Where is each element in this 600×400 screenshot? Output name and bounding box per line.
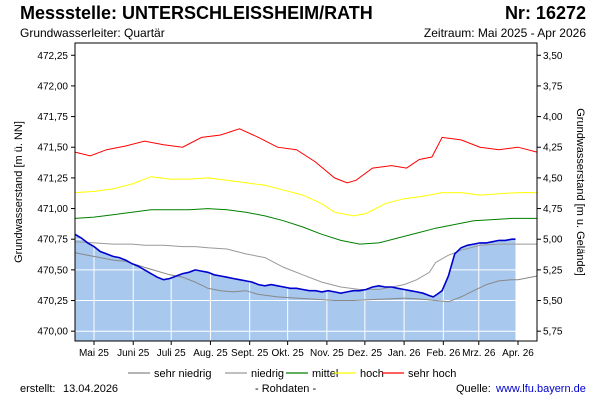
legend-label-niedrig: niedrig — [251, 368, 284, 380]
y-tick-label-left: 472,00 — [37, 81, 68, 92]
y-tick-label-right: 4,75 — [543, 204, 563, 215]
x-tick-label: Apr. 26 — [502, 348, 534, 359]
y-tick-label-right: 5,50 — [543, 296, 563, 307]
x-tick-label: Sept. 25 — [231, 348, 269, 359]
x-tick-label: Nov. 25 — [310, 348, 344, 359]
y-tick-label-left: 471,50 — [37, 143, 68, 154]
x-tick-label: Mrz. 26 — [462, 348, 496, 359]
series-line-niedrig — [74, 241, 537, 290]
source-label: Quelle: — [456, 383, 491, 395]
created-label: erstellt: — [20, 383, 56, 395]
series-line-mittel — [74, 208, 537, 245]
y-tick-label-left: 471,00 — [37, 204, 68, 215]
y-tick-label-right: 5,25 — [543, 265, 563, 276]
measured-fill-area — [75, 234, 516, 341]
y-tick-label-left: 470,75 — [37, 235, 68, 246]
created-date: 13.04.2026 — [63, 383, 119, 395]
y-tick-label-right: 4,00 — [543, 112, 563, 123]
x-tick-label: Juli 25 — [157, 348, 186, 359]
series-line-sehr-niedrig — [74, 252, 538, 303]
x-tick-label: Feb. 26 — [426, 348, 460, 359]
raw-data-note: - Rohdaten - — [255, 383, 317, 395]
x-tick-label: Juni 25 — [117, 348, 150, 359]
legend: sehr niedrig niedrig mittel hoch sehr hoch — [128, 368, 456, 380]
y-tick-label-right: 5,00 — [543, 235, 563, 246]
legend-label-hoch: hoch — [360, 368, 384, 380]
y-axis-label-right: Grundwasserstand [m u. Gelände] — [574, 108, 586, 276]
y-tick-label-right: 3,50 — [543, 51, 563, 62]
legend-label-sehr-niedrig: sehr niedrig — [154, 368, 211, 380]
y-tick-label-right: 5,75 — [543, 327, 563, 338]
x-tick-label: Dez. 25 — [348, 348, 383, 359]
y-tick-label-left: 470,00 — [37, 327, 68, 338]
period-label: Zeitraum: Mai 2025 - Apr 2026 — [423, 26, 586, 40]
y-tick-label-right: 3,75 — [543, 81, 563, 92]
station-title: Messstelle: UNTERSCHLEISSHEIM/RATH — [20, 3, 373, 23]
series-line-sehr-hoch — [74, 128, 538, 184]
y-tick-label-left: 471,75 — [37, 112, 68, 123]
y-tick-label-left: 472,25 — [37, 51, 68, 62]
series-line-hoch — [74, 176, 537, 217]
y-axis-label-left: Grundwasserstand [m ü. NN] — [13, 121, 25, 263]
y-tick-label-left: 471,25 — [37, 173, 68, 184]
y-tick-label-right: 4,50 — [543, 173, 563, 184]
station-number: Nr: 16272 — [504, 3, 586, 23]
series-line-measured-line — [74, 233, 516, 298]
legend-label-sehr-hoch: sehr hoch — [408, 368, 456, 380]
x-tick-label: Mai 25 — [79, 348, 109, 359]
y-tick-label-right: 4,25 — [543, 143, 563, 154]
y-tick-label-left: 470,50 — [37, 265, 68, 276]
plot-frame — [74, 42, 538, 342]
x-tick-label: Jan. 26 — [388, 348, 421, 359]
y-tick-label-left: 470,25 — [37, 296, 68, 307]
aquifer-label: Grundwasserleiter: Quartär — [20, 26, 165, 40]
x-tick-label: Aug. 25 — [193, 348, 228, 359]
x-tick-label: Okt. 25 — [272, 348, 305, 359]
legend-label-mittel: mittel — [312, 368, 338, 380]
source-link[interactable]: www.lfu.bayern.de — [496, 383, 586, 395]
